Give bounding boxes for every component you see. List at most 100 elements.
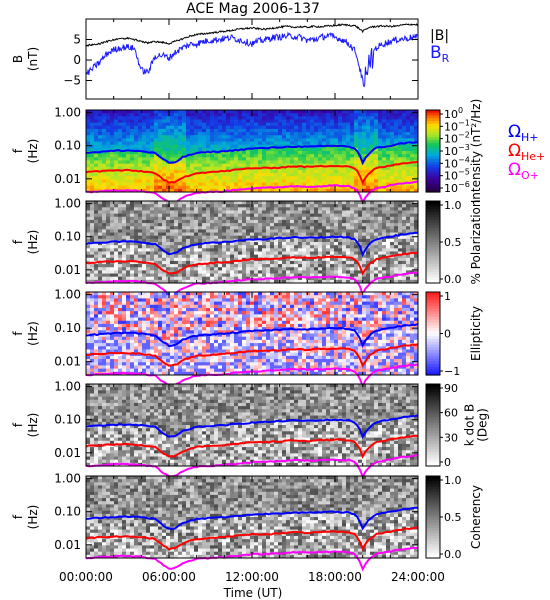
pixel — [238, 210, 243, 215]
pixel — [310, 276, 315, 281]
pixel — [138, 242, 143, 246]
pixel — [122, 128, 127, 133]
pixel — [138, 330, 143, 334]
pixel — [278, 132, 283, 136]
pixel — [274, 201, 279, 205]
pixel — [378, 279, 383, 284]
pixel — [134, 185, 139, 190]
pixel — [126, 343, 131, 347]
pixel — [102, 147, 107, 152]
gyro-line-He-plus — [85, 251, 419, 276]
pixel — [86, 320, 91, 325]
pixel — [370, 273, 375, 278]
pixel — [382, 179, 387, 184]
pixel — [198, 270, 203, 275]
pixel — [218, 147, 223, 152]
pixel — [130, 257, 135, 262]
pixel — [122, 138, 127, 143]
pixel — [310, 128, 315, 133]
pixel — [190, 257, 195, 262]
pixel — [282, 204, 287, 208]
pixel — [386, 173, 391, 177]
pixel — [122, 144, 127, 149]
pixel — [142, 276, 147, 281]
pixel — [286, 138, 291, 143]
pixel — [338, 176, 343, 180]
pixel — [206, 166, 211, 171]
pixel — [142, 292, 147, 296]
pixel — [354, 216, 359, 221]
pixel — [250, 141, 255, 146]
pixel — [338, 141, 343, 146]
pixel — [122, 295, 127, 299]
pixel — [242, 245, 247, 249]
pixel — [170, 219, 175, 224]
pixel — [150, 320, 155, 325]
pixel — [154, 176, 159, 180]
pixel — [198, 257, 203, 262]
pixel — [286, 157, 291, 161]
pixel — [370, 226, 375, 230]
pixel — [138, 257, 143, 262]
pixel — [334, 242, 339, 246]
pixel — [374, 235, 379, 240]
pixel — [382, 279, 387, 284]
pixel — [410, 257, 415, 262]
pixel — [322, 110, 327, 114]
pixel — [94, 343, 99, 347]
pixel — [114, 260, 119, 265]
pixel — [110, 185, 115, 190]
pixel — [406, 229, 411, 234]
pixel — [410, 242, 415, 246]
pixel — [194, 113, 199, 117]
pixel — [146, 201, 151, 205]
pixel — [178, 207, 183, 211]
pixel — [178, 119, 183, 124]
pixel — [278, 147, 283, 152]
pixel — [214, 273, 219, 278]
pixel — [382, 229, 387, 234]
pixel — [290, 169, 295, 174]
pixel — [106, 169, 111, 174]
pixel — [146, 141, 151, 146]
pixel — [274, 188, 279, 193]
pixel — [214, 248, 219, 252]
pixel — [390, 248, 395, 252]
pixel — [302, 270, 307, 275]
pixel — [186, 207, 191, 211]
pixel — [110, 242, 115, 246]
pixel — [134, 362, 139, 366]
pixel — [182, 157, 187, 161]
pixel — [194, 216, 199, 221]
pixel — [146, 304, 151, 309]
pixel — [274, 238, 279, 243]
pixel — [390, 229, 395, 234]
pixel — [402, 279, 407, 284]
pixel — [342, 223, 347, 227]
pixel — [354, 245, 359, 249]
pixel — [322, 223, 327, 227]
pixel — [406, 279, 411, 284]
pixel — [210, 273, 215, 278]
pixel — [338, 160, 343, 165]
pixel — [162, 207, 167, 211]
pixel — [310, 216, 315, 221]
pixel — [86, 135, 91, 139]
pixel — [338, 147, 343, 152]
pixel — [398, 257, 403, 262]
pixel — [206, 125, 211, 130]
pixel — [134, 251, 139, 256]
pixel — [210, 238, 215, 243]
pixel — [146, 132, 151, 136]
pixel — [366, 219, 371, 224]
pixel — [146, 301, 151, 306]
pixel — [150, 362, 155, 366]
pixel — [154, 298, 159, 303]
pixel — [342, 276, 347, 281]
pixel — [326, 264, 331, 268]
pixel — [190, 245, 195, 249]
pixel — [346, 166, 351, 171]
pixel — [254, 251, 259, 256]
pixel — [278, 260, 283, 265]
pixel — [406, 245, 411, 249]
